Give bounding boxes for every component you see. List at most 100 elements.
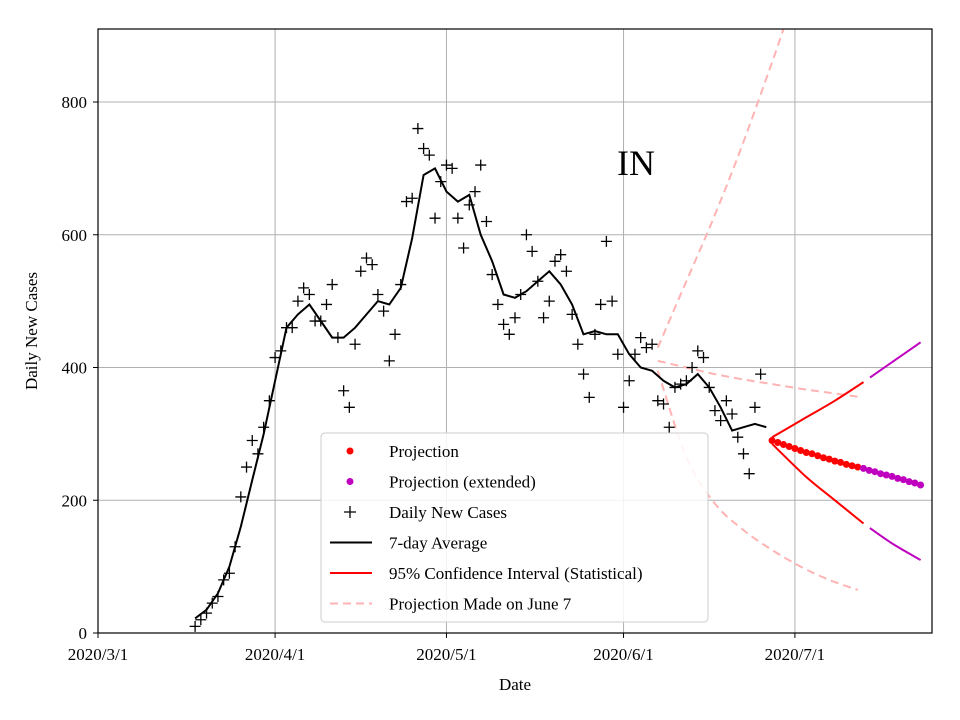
daily-cases-point [480, 215, 492, 227]
daily-cases-point [406, 192, 418, 204]
projection-point [779, 440, 787, 448]
projection-point [808, 450, 816, 458]
daily-cases-point [652, 395, 664, 407]
projection-point [831, 457, 839, 465]
projection-point [814, 452, 822, 460]
daily-cases-point [423, 149, 435, 161]
projection-extended-point [899, 476, 907, 484]
daily-cases-point [378, 305, 390, 317]
daily-cases-point [458, 242, 470, 254]
daily-cases-point [692, 345, 704, 357]
daily-cases-point [612, 348, 624, 360]
daily-cases-point [246, 435, 258, 447]
daily-cases-point [583, 391, 595, 403]
projection-point [791, 444, 799, 452]
x-tick-label: 2020/4/1 [245, 645, 305, 664]
daily-cases-point [720, 395, 732, 407]
daily-cases-point [600, 235, 612, 247]
plot-area [189, 29, 925, 632]
daily-cases-point [635, 332, 647, 344]
y-tick-label: 0 [79, 624, 88, 643]
daily-cases-point [389, 328, 401, 340]
daily-cases-point [595, 298, 607, 310]
daily-cases-point [452, 212, 464, 224]
y-axis-label: Daily New Cases [22, 272, 41, 390]
projection-extended-point [882, 471, 890, 479]
ci-upper-extended-line [862, 341, 922, 383]
daily-cases-point [578, 368, 590, 380]
seven-day-average-line [194, 167, 767, 620]
daily-cases-point [709, 405, 721, 417]
daily-cases-point [623, 375, 635, 387]
daily-cases-point [418, 142, 430, 154]
daily-cases-point [715, 415, 727, 427]
daily-cases-point [189, 620, 201, 632]
june7-projection-lower-line [656, 370, 859, 591]
daily-cases-point [640, 342, 652, 354]
daily-cases-point [555, 249, 567, 261]
projection-point [819, 454, 827, 462]
legend-label: Daily New Cases [389, 503, 507, 522]
daily-cases-point [269, 352, 281, 364]
daily-cases-point [503, 328, 515, 340]
daily-cases-point [749, 401, 761, 413]
grid [98, 29, 932, 633]
daily-cases-point [292, 295, 304, 307]
daily-cases-point [606, 295, 618, 307]
projection-extended-point [859, 464, 867, 472]
legend-label: Projection [389, 442, 459, 461]
daily-cases-point [366, 259, 378, 271]
daily-cases-point [549, 255, 561, 267]
daily-cases-point [360, 252, 372, 264]
legend-marker [344, 506, 356, 518]
projection-point [785, 442, 793, 450]
ci-upper-line [771, 381, 865, 439]
legend-box [320, 432, 709, 623]
daily-cases-point [241, 461, 253, 473]
daily-cases-point [412, 123, 424, 135]
daily-cases-point [726, 408, 738, 420]
daily-cases-point [629, 348, 641, 360]
ci-lower-extended-line [862, 522, 922, 561]
daily-cases-point [440, 159, 452, 171]
daily-cases-point [383, 355, 395, 367]
x-tick-label: 2020/7/1 [765, 645, 825, 664]
daily-cases-point [686, 362, 698, 374]
x-tick-label: 2020/6/1 [593, 645, 653, 664]
y-tick-label: 800 [62, 93, 88, 112]
daily-cases-point [526, 245, 538, 257]
daily-cases-point [349, 338, 361, 350]
daily-cases-point [303, 288, 315, 300]
daily-cases-point [446, 162, 458, 174]
legend-marker [346, 447, 354, 455]
projection-point [774, 439, 782, 447]
projection-point [848, 462, 856, 470]
daily-cases-point [429, 212, 441, 224]
legend-marker [346, 478, 354, 485]
daily-cases-point [475, 159, 487, 171]
y-tick-label: 600 [62, 226, 88, 245]
daily-cases-point [560, 265, 572, 277]
daily-cases-point [372, 288, 384, 300]
legend-label: Projection (extended) [389, 473, 536, 492]
projection-extended-point [871, 468, 879, 476]
legend-label: 7-day Average [389, 534, 487, 553]
projection-point [802, 448, 810, 456]
daily-cases-point [498, 318, 510, 330]
x-tick-label: 2020/3/1 [68, 645, 128, 664]
chart-annotation: IN [617, 143, 655, 183]
daily-cases-point [732, 431, 744, 443]
projection-extended-point [888, 472, 896, 480]
projection-point [797, 446, 805, 454]
projection-extended-point [865, 466, 873, 474]
daily-cases-point [400, 196, 412, 208]
legend-label: Projection Made on June 7 [389, 595, 572, 614]
daily-cases-point [572, 338, 584, 350]
daily-cases-point [698, 352, 710, 364]
legend: Projection Projection (extended) Daily New… [320, 432, 709, 623]
daily-cases-point [338, 385, 350, 397]
ci-lower-line [771, 443, 865, 525]
daily-cases-point [469, 186, 481, 198]
daily-cases-point [663, 421, 675, 433]
